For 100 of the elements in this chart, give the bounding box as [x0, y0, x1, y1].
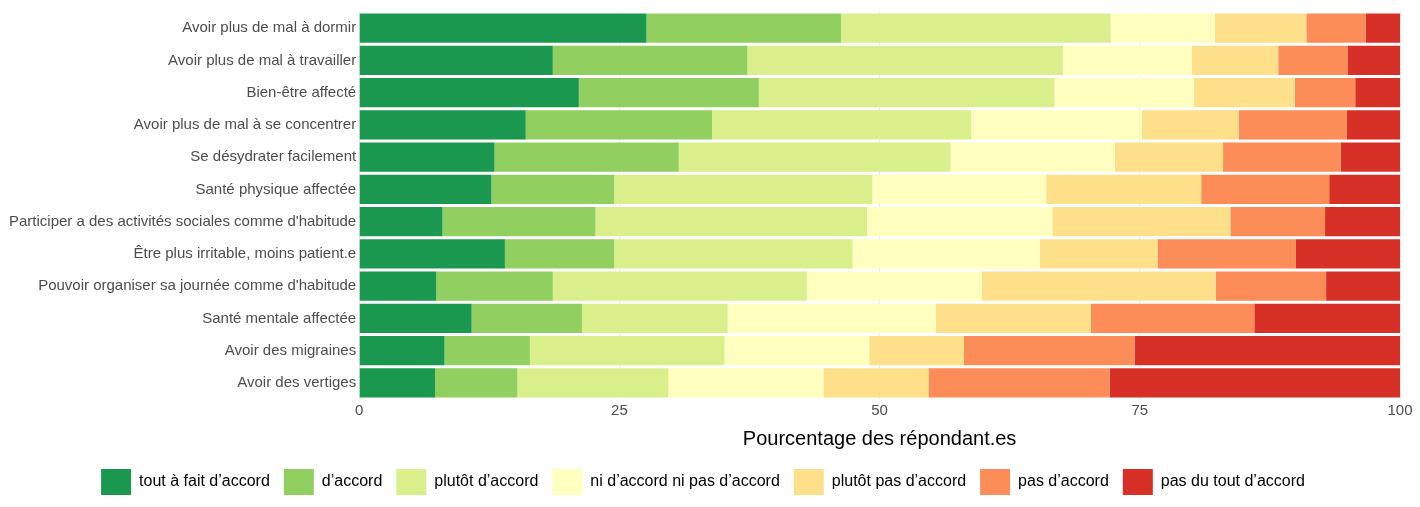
bar: [981, 271, 1216, 301]
bar: [359, 303, 472, 333]
bar: [963, 336, 1135, 366]
bar: [581, 303, 728, 333]
bar: [359, 78, 579, 108]
bar: [727, 303, 936, 333]
bar: [359, 239, 505, 269]
bar: [614, 239, 853, 269]
bar: [1278, 45, 1348, 75]
bar: [359, 368, 436, 398]
bar: [869, 336, 964, 366]
bar: [471, 303, 582, 333]
bar: [1039, 239, 1158, 269]
y-tick-label: Santé physique affectée: [195, 179, 357, 197]
bar: [552, 271, 807, 301]
bar: [359, 13, 647, 43]
bar: [1191, 45, 1279, 75]
bar: [1294, 78, 1356, 108]
bar: [747, 45, 1063, 75]
bar: [435, 368, 518, 398]
bar: [841, 13, 1111, 43]
legend-label: plutôt pas d’accord: [831, 472, 967, 490]
bar: [950, 142, 1115, 172]
bar: [758, 78, 1055, 108]
bar: [359, 174, 492, 204]
bar: [1114, 142, 1224, 172]
legend-label: tout à fait d’accord: [139, 472, 270, 490]
bar: [552, 45, 748, 75]
bar: [1215, 271, 1327, 301]
bar: [359, 207, 443, 237]
x-tick-label: 25: [611, 401, 628, 419]
bar: [359, 336, 445, 366]
bar: [1346, 110, 1400, 140]
bar: [436, 271, 553, 301]
bar: [529, 336, 725, 366]
bar: [525, 110, 713, 140]
x-tick-label: 100: [1387, 401, 1413, 419]
x-axis-title: Pourcentage des répondant.es: [742, 426, 1017, 449]
y-tick-label: Être plus irritable, moins patient.e: [133, 244, 357, 262]
bar: [504, 239, 615, 269]
bar: [712, 110, 972, 140]
bar: [1193, 78, 1295, 108]
bar: [971, 110, 1142, 140]
y-tick-label: Santé mentale affectée: [202, 308, 357, 326]
bar: [1046, 174, 1202, 204]
bar: [517, 368, 669, 398]
y-tick-label: Avoir plus de mal à se concentrer: [133, 115, 357, 133]
bar: [872, 174, 1047, 204]
bar: [578, 78, 759, 108]
bar: [494, 142, 679, 172]
bar: [668, 368, 824, 398]
bar: [1110, 13, 1215, 43]
bar: [442, 207, 596, 237]
x-tick-label: 0: [355, 401, 364, 419]
bar: [852, 239, 1040, 269]
x-tick-label: 50: [871, 401, 888, 419]
legend-label: pas d’accord: [1018, 472, 1109, 490]
legend-label: d’accord: [321, 472, 383, 490]
bar: [444, 336, 530, 366]
bar: [867, 207, 1053, 237]
y-tick-label: Avoir plus de mal à travailler: [168, 50, 357, 68]
bar: [1090, 303, 1255, 333]
bar: [935, 303, 1091, 333]
bar: [1109, 368, 1400, 398]
bar: [1223, 142, 1341, 172]
bar: [1201, 174, 1330, 204]
bar: [1347, 45, 1400, 75]
bar: [806, 271, 982, 301]
bar: [678, 142, 951, 172]
bar: [1306, 13, 1366, 43]
legend-label: plutôt d’accord: [434, 472, 539, 490]
bar: [491, 174, 615, 204]
y-tick-label: Participer a des activités sociales comme d'habitude: [8, 211, 357, 229]
y-tick-label: Avoir des migraines: [224, 340, 357, 358]
bar: [1254, 303, 1400, 333]
bar: [1295, 239, 1400, 269]
bar: [359, 271, 437, 301]
y-tick-label: Bien-être affecté: [246, 82, 357, 100]
y-tick-label: Avoir des vertiges: [237, 373, 357, 391]
bar: [595, 207, 868, 237]
bar: [1238, 110, 1347, 140]
bar: [1214, 13, 1307, 43]
bar: [1052, 207, 1231, 237]
bar: [359, 110, 526, 140]
bar: [614, 174, 873, 204]
y-tick-label: Pouvoir organiser sa journée comme d'habitude: [38, 276, 357, 294]
bar: [724, 336, 870, 366]
legend-label: ni d’accord ni pas d’accord: [590, 472, 780, 490]
y-tick-label: Avoir plus de mal à dormir: [182, 18, 357, 36]
bar: [1054, 78, 1194, 108]
bar: [1230, 207, 1326, 237]
bar: [359, 45, 553, 75]
bar: [1340, 142, 1400, 172]
legend-label: pas du tout d’accord: [1160, 472, 1305, 490]
bar: [823, 368, 929, 398]
bar: [1134, 336, 1400, 366]
bar: [1141, 110, 1239, 140]
bar: [646, 13, 842, 43]
bar: [359, 142, 495, 172]
bar: [1157, 239, 1296, 269]
